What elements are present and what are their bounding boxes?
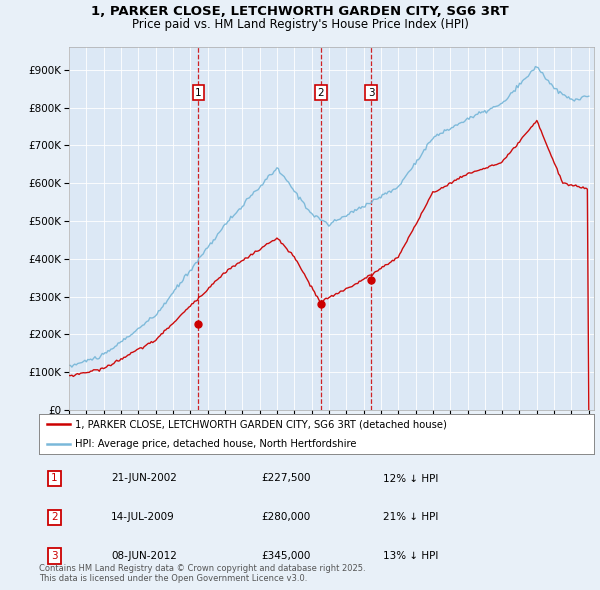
Text: Contains HM Land Registry data © Crown copyright and database right 2025.
This d: Contains HM Land Registry data © Crown c… xyxy=(39,563,365,583)
Text: 14-JUL-2009: 14-JUL-2009 xyxy=(111,513,175,522)
Text: £280,000: £280,000 xyxy=(261,513,310,522)
Text: 12% ↓ HPI: 12% ↓ HPI xyxy=(383,474,439,483)
Text: 21-JUN-2002: 21-JUN-2002 xyxy=(111,474,177,483)
Text: £227,500: £227,500 xyxy=(261,474,311,483)
Text: 2: 2 xyxy=(317,87,324,97)
Text: 3: 3 xyxy=(368,87,374,97)
Text: 1, PARKER CLOSE, LETCHWORTH GARDEN CITY, SG6 3RT: 1, PARKER CLOSE, LETCHWORTH GARDEN CITY,… xyxy=(91,5,509,18)
Text: £345,000: £345,000 xyxy=(261,552,310,561)
Text: 1: 1 xyxy=(195,87,202,97)
Text: 13% ↓ HPI: 13% ↓ HPI xyxy=(383,552,439,561)
Text: 1, PARKER CLOSE, LETCHWORTH GARDEN CITY, SG6 3RT (detached house): 1, PARKER CLOSE, LETCHWORTH GARDEN CITY,… xyxy=(75,419,447,429)
Text: 2: 2 xyxy=(51,513,58,522)
Text: 08-JUN-2012: 08-JUN-2012 xyxy=(111,552,177,561)
Text: Price paid vs. HM Land Registry's House Price Index (HPI): Price paid vs. HM Land Registry's House … xyxy=(131,18,469,31)
Text: 3: 3 xyxy=(51,552,58,561)
Text: 21% ↓ HPI: 21% ↓ HPI xyxy=(383,513,439,522)
Text: 1: 1 xyxy=(51,474,58,483)
Text: HPI: Average price, detached house, North Hertfordshire: HPI: Average price, detached house, Nort… xyxy=(75,440,356,449)
